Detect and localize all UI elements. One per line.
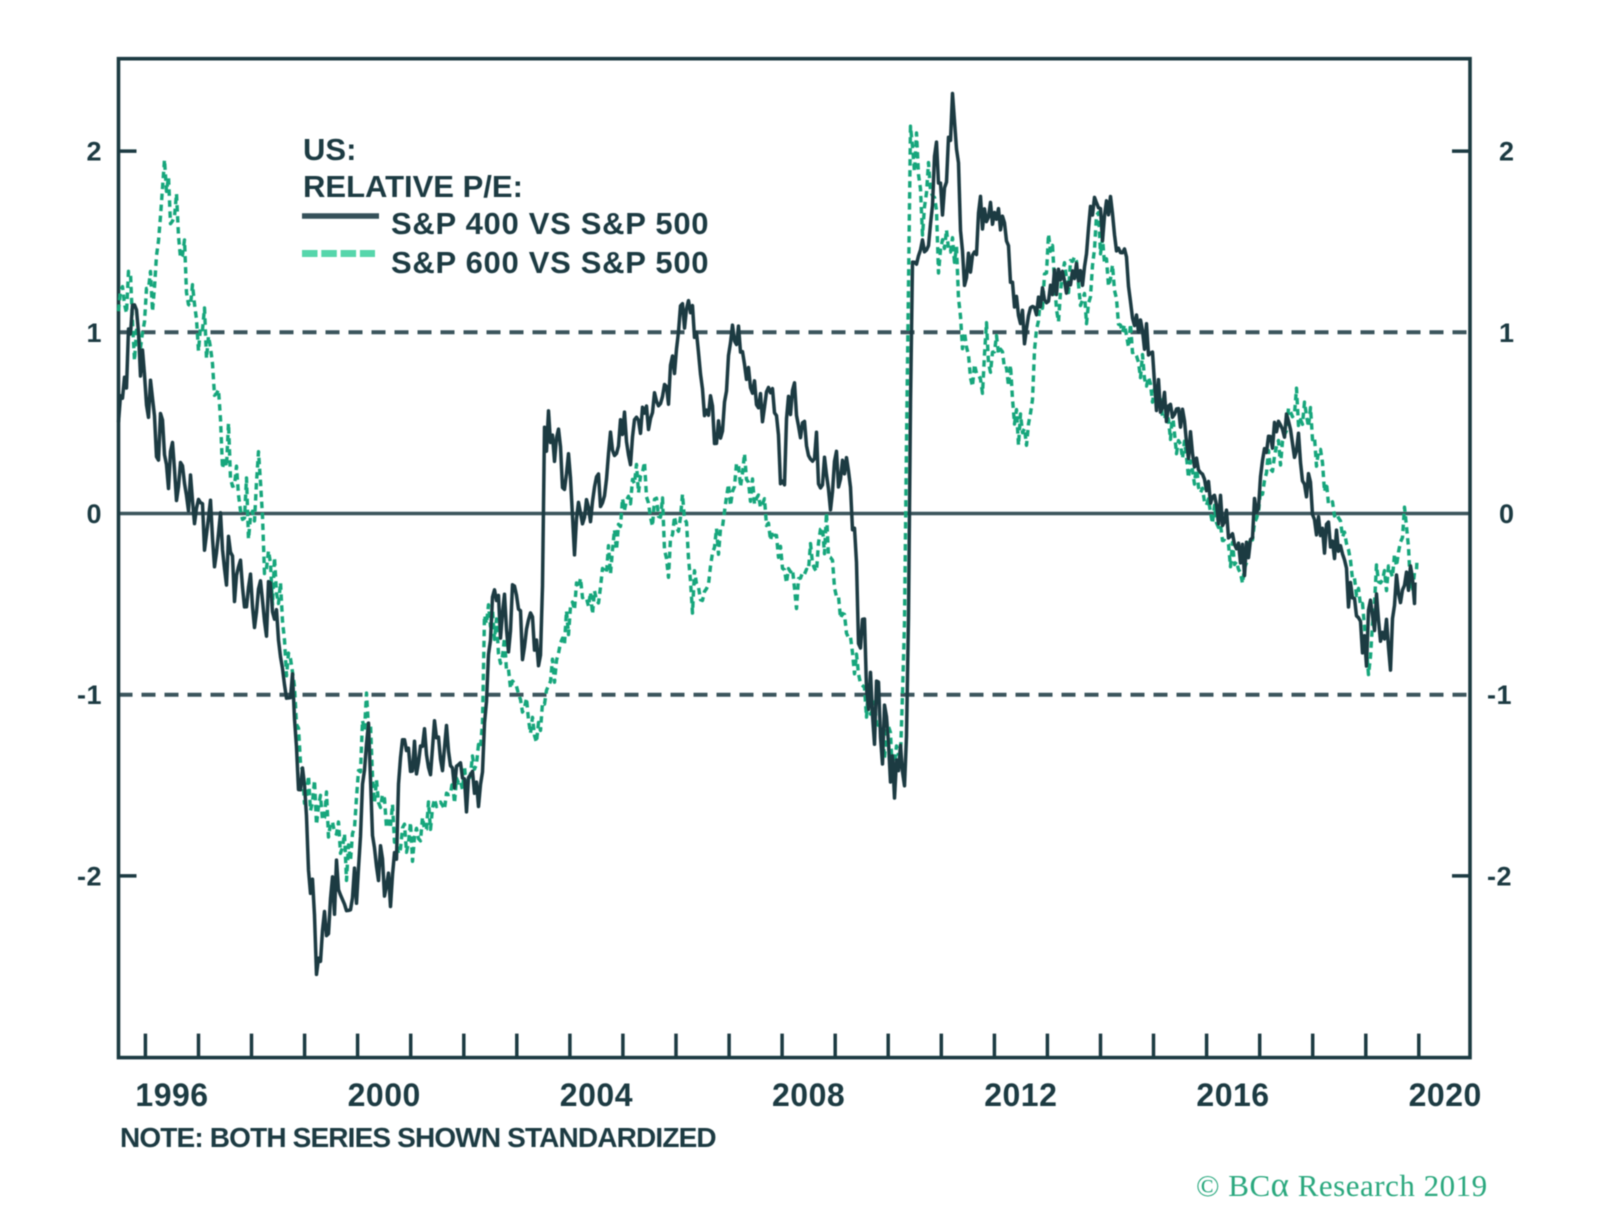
svg-text:2000: 2000: [348, 1077, 421, 1113]
svg-text:RELATIVE P/E:: RELATIVE P/E:: [303, 169, 523, 204]
svg-text:2: 2: [1499, 137, 1515, 167]
svg-text:© BCα Research 2019: © BCα Research 2019: [1196, 1165, 1488, 1204]
svg-text:1996: 1996: [135, 1077, 208, 1113]
svg-text:1: 1: [86, 318, 102, 348]
svg-text:2012: 2012: [984, 1077, 1057, 1113]
svg-text:2004: 2004: [560, 1077, 633, 1113]
svg-text:-1: -1: [1487, 680, 1512, 710]
svg-text:-1: -1: [77, 680, 102, 710]
svg-text:2016: 2016: [1196, 1077, 1269, 1113]
svg-text:2: 2: [86, 137, 102, 167]
svg-text:0: 0: [86, 499, 102, 529]
svg-text:-2: -2: [1487, 861, 1512, 891]
svg-text:US:: US:: [303, 132, 356, 167]
svg-text:1: 1: [1499, 318, 1515, 348]
svg-text:-2: -2: [77, 861, 102, 891]
svg-text:NOTE: BOTH SERIES SHOWN STANDA: NOTE: BOTH SERIES SHOWN STANDARDIZED: [120, 1122, 716, 1153]
svg-text:2008: 2008: [772, 1077, 845, 1113]
svg-text:0: 0: [1499, 499, 1515, 529]
svg-text:2020: 2020: [1409, 1077, 1482, 1113]
svg-text:S&P 400 VS S&P 500: S&P 400 VS S&P 500: [391, 206, 709, 241]
svg-text:S&P 600 VS S&P 500: S&P 600 VS S&P 500: [391, 245, 709, 280]
